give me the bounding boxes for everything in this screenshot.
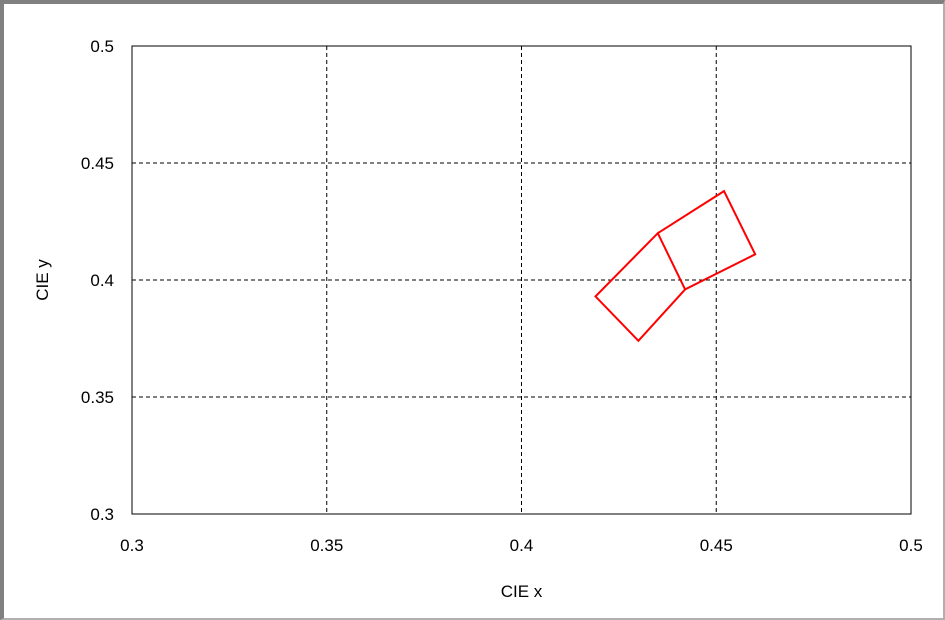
y-tick-labels: 0.5 0.45 0.4 0.35 0.3 xyxy=(81,37,114,524)
grid-lines xyxy=(132,46,911,514)
y-tick-label: 0.4 xyxy=(90,271,114,290)
x-axis-label: CIE x xyxy=(501,582,543,601)
series-line xyxy=(594,189,757,343)
x-tick-label: 0.3 xyxy=(120,536,144,555)
x-tick-label: 0.45 xyxy=(700,536,733,555)
y-tick-label: 0.45 xyxy=(81,154,114,173)
y-tick-label: 0.5 xyxy=(90,37,114,56)
x-tick-label: 0.35 xyxy=(310,536,343,555)
x-tick-labels: 0.3 0.35 0.4 0.45 0.5 xyxy=(120,536,923,555)
plot-area xyxy=(131,45,912,515)
y-tick-label: 0.35 xyxy=(81,388,114,407)
x-tick-label: 0.4 xyxy=(510,536,534,555)
y-axis-label: CIE y xyxy=(33,259,52,301)
y-tick-label: 0.3 xyxy=(90,505,114,524)
x-tick-label: 0.5 xyxy=(899,536,923,555)
series-layer xyxy=(594,189,757,343)
